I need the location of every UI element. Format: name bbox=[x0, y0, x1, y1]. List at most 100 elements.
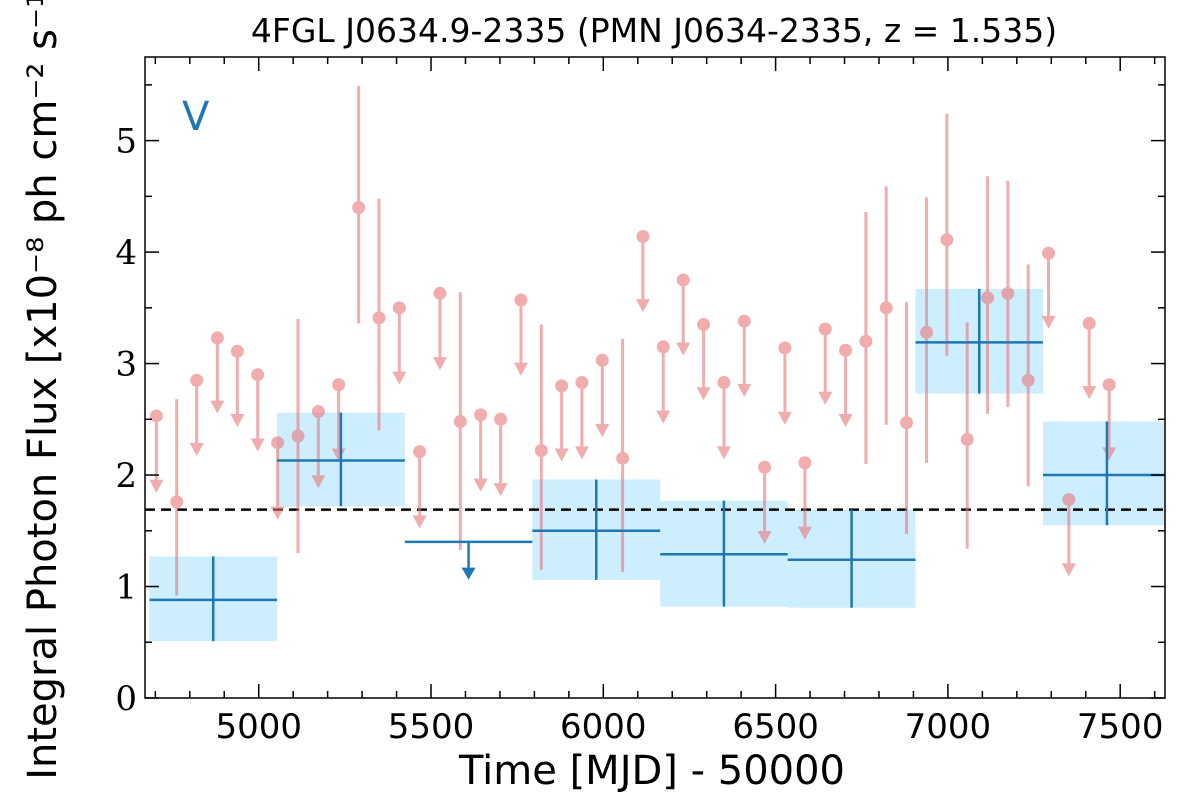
short-bin-point bbox=[352, 85, 366, 324]
upper-limit-arrow bbox=[493, 483, 508, 497]
upper-limit-arrow bbox=[432, 357, 447, 371]
upper-limit-arrow bbox=[210, 400, 225, 414]
panel-tag: V bbox=[182, 94, 210, 140]
data-point bbox=[332, 378, 346, 392]
data-point bbox=[636, 229, 650, 243]
data-point bbox=[291, 429, 305, 443]
short-bin-point bbox=[210, 331, 225, 414]
upper-limit-arrow bbox=[737, 383, 752, 397]
short-bin-point bbox=[250, 368, 265, 452]
upper-limit-arrow bbox=[473, 478, 488, 492]
short-bin-point bbox=[1102, 378, 1117, 461]
short-bin-point bbox=[189, 373, 204, 456]
data-point bbox=[230, 344, 244, 358]
data-point bbox=[778, 341, 792, 355]
short-bin-point bbox=[818, 322, 833, 405]
short-bin-point bbox=[1041, 246, 1056, 329]
data-point bbox=[656, 340, 670, 354]
short-bin-point bbox=[716, 376, 731, 460]
data-point bbox=[697, 318, 711, 332]
short-bin-point bbox=[331, 378, 346, 462]
data-point bbox=[1102, 378, 1116, 392]
data-point bbox=[149, 409, 163, 423]
upper-limit-arrow bbox=[392, 371, 407, 385]
short-bin-point bbox=[960, 322, 974, 549]
x-tick-label: 5000 bbox=[215, 707, 302, 747]
x-tick-label: 6000 bbox=[560, 707, 647, 747]
short-bin-point bbox=[1082, 316, 1097, 400]
short-bin-point bbox=[757, 460, 772, 545]
short-bin-point bbox=[453, 292, 467, 550]
data-point bbox=[920, 325, 934, 339]
data-point bbox=[798, 456, 812, 470]
short-bin-point bbox=[513, 293, 528, 376]
upper-limit-arrow bbox=[331, 448, 346, 462]
short-bin-point bbox=[696, 318, 711, 401]
upper-limit-arrow bbox=[230, 413, 245, 427]
data-point bbox=[595, 353, 609, 367]
data-point bbox=[1062, 493, 1076, 507]
short-bin-point bbox=[574, 376, 589, 460]
short-bin-point bbox=[940, 113, 954, 356]
plot-area: 5000 5500 6000 6500 7000 7500 0 1 2 3 4 5 bbox=[115, 56, 1166, 747]
plot-frame bbox=[144, 56, 1166, 699]
data-point bbox=[960, 432, 974, 446]
data-point bbox=[575, 376, 589, 390]
data-point bbox=[940, 233, 954, 247]
data-point bbox=[372, 311, 386, 325]
upper-limit-arrow bbox=[1082, 386, 1097, 400]
short-bin-point bbox=[656, 340, 671, 424]
y-tick-label: 5 bbox=[115, 122, 137, 162]
x-axis-label: Time [MJD] - 50000 bbox=[458, 748, 845, 794]
data-point bbox=[1001, 286, 1015, 300]
short-bin-point bbox=[473, 408, 488, 492]
data-point bbox=[616, 451, 630, 465]
upper-limit-arrow bbox=[797, 526, 812, 540]
data-point bbox=[839, 343, 853, 357]
upper-limit-arrow bbox=[250, 438, 265, 452]
upper-limit-arrow bbox=[1041, 315, 1056, 329]
data-point bbox=[210, 331, 224, 345]
data-point bbox=[170, 495, 184, 509]
short-bin-point bbox=[920, 197, 934, 463]
x-tick-label: 7000 bbox=[905, 707, 992, 747]
upper-limit-arrow bbox=[696, 387, 711, 401]
data-point bbox=[352, 200, 366, 214]
short-bin-point bbox=[311, 405, 326, 489]
short-bin-point bbox=[372, 198, 386, 431]
y-tick-label: 3 bbox=[115, 345, 137, 385]
y-tick-label: 2 bbox=[115, 456, 137, 496]
data-point bbox=[555, 379, 569, 393]
data-point bbox=[818, 322, 832, 336]
data-point bbox=[1042, 246, 1056, 260]
short-bin-point bbox=[270, 436, 285, 520]
short-bin-point bbox=[170, 399, 184, 596]
upper-limit-arrow bbox=[676, 342, 691, 356]
data-point bbox=[392, 301, 406, 315]
data-point bbox=[413, 445, 427, 459]
short-bin-point bbox=[879, 186, 893, 425]
upper-limit-arrow bbox=[554, 448, 569, 462]
short-bin-point bbox=[777, 341, 792, 425]
data-point bbox=[1082, 316, 1096, 330]
short-bin-point bbox=[412, 445, 427, 529]
short-bin-point bbox=[1021, 264, 1035, 487]
upper-limit-arrow bbox=[757, 531, 772, 545]
data-point bbox=[534, 444, 548, 458]
short-bin-point bbox=[737, 314, 752, 397]
short-bin-point bbox=[838, 343, 853, 427]
data-point bbox=[676, 273, 690, 287]
upper-limit-arrow bbox=[838, 413, 853, 427]
upper-limit-arrow bbox=[513, 362, 528, 376]
data-point bbox=[758, 460, 772, 474]
data-point bbox=[859, 334, 873, 348]
long-bin-box bbox=[1043, 421, 1165, 526]
data-point bbox=[900, 416, 914, 430]
upper-limit-arrow bbox=[635, 299, 650, 313]
short-bin-point bbox=[554, 379, 569, 462]
short-bin-point bbox=[635, 229, 650, 313]
plot-inner bbox=[145, 85, 1165, 642]
y-tick-label: 0 bbox=[115, 679, 137, 719]
short-bin-point bbox=[900, 302, 914, 535]
data-point bbox=[474, 408, 488, 422]
